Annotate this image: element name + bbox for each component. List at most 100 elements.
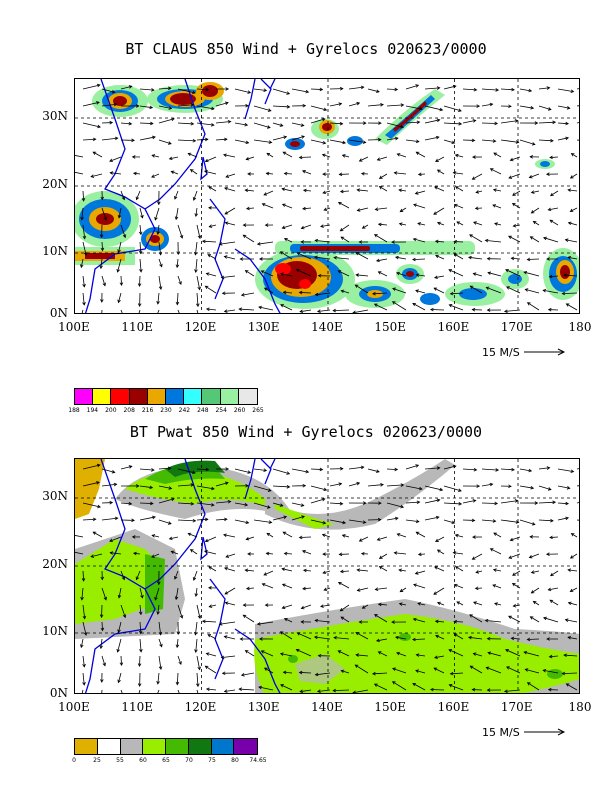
wind-vector bbox=[435, 240, 445, 243]
wind-vector-head bbox=[244, 188, 249, 193]
wind-vector bbox=[424, 467, 440, 470]
wind-vector-head bbox=[303, 568, 307, 573]
wind-vector-head bbox=[171, 497, 175, 502]
wind-vector bbox=[435, 620, 445, 623]
wind-vector-head bbox=[139, 268, 143, 273]
wind-vector-head bbox=[469, 285, 474, 289]
coastlines-2 bbox=[84, 459, 281, 693]
wind-vector-head bbox=[283, 551, 288, 556]
wind-vector bbox=[481, 103, 493, 107]
wind-vector-head bbox=[192, 138, 197, 143]
wind-vector-head bbox=[282, 531, 287, 535]
wind-vector bbox=[101, 103, 117, 107]
wind-vector bbox=[196, 105, 215, 110]
wind-vector-head bbox=[338, 482, 343, 486]
panel2-xtick-label: 110E bbox=[121, 700, 154, 714]
wind-vector-head bbox=[156, 300, 160, 305]
panel2-xtick-label: 100E bbox=[58, 700, 90, 714]
wind-vector-head bbox=[138, 231, 143, 236]
wind-vector-head bbox=[453, 633, 458, 637]
colorbar-swatch bbox=[234, 739, 257, 754]
wind-vector-head bbox=[471, 176, 476, 180]
wind-vector bbox=[282, 188, 293, 192]
wind-vector bbox=[372, 672, 388, 675]
wind-vector-head bbox=[352, 310, 356, 313]
wind-vector bbox=[177, 519, 196, 522]
wind-vector-head bbox=[245, 483, 249, 488]
wind-vector-head bbox=[337, 581, 342, 586]
wind-vector-head bbox=[258, 685, 262, 690]
wind-vector-head bbox=[547, 687, 552, 692]
wind-vector bbox=[548, 587, 559, 591]
wind-vector bbox=[243, 614, 255, 623]
wind-vector-head bbox=[493, 532, 497, 536]
wind-vector bbox=[246, 587, 255, 590]
wind-vector-head bbox=[563, 653, 567, 658]
wind-vector-head bbox=[524, 288, 529, 292]
wind-vector bbox=[472, 553, 483, 560]
wind-vector-head bbox=[244, 122, 249, 127]
wind-vector-head bbox=[224, 601, 229, 605]
wind-vector-head bbox=[473, 221, 477, 225]
wind-vector bbox=[405, 519, 419, 522]
wind-vector bbox=[367, 104, 384, 107]
wind-vector-head bbox=[567, 221, 572, 226]
wind-vector-head bbox=[380, 103, 384, 107]
wind-vector bbox=[424, 105, 443, 111]
wind-vector-head bbox=[113, 102, 118, 107]
wind-vector-head bbox=[418, 486, 423, 491]
wind-vector-head bbox=[210, 123, 215, 127]
wind-vector bbox=[405, 84, 419, 90]
colorbar-swatch bbox=[93, 389, 112, 404]
wind-vector-head bbox=[246, 586, 250, 591]
wind-vector bbox=[221, 275, 236, 279]
wind-vector bbox=[511, 257, 521, 260]
wind-vector bbox=[329, 502, 343, 505]
wind-vector bbox=[75, 171, 84, 175]
wind-vector bbox=[549, 599, 559, 606]
wind-vector-head bbox=[543, 236, 547, 241]
wind-vector bbox=[82, 655, 85, 667]
wind-vector-head bbox=[474, 586, 479, 591]
wind-vector-head bbox=[393, 551, 398, 555]
wind-vector bbox=[571, 153, 578, 158]
wind-vector bbox=[329, 483, 342, 487]
wind-vector-head bbox=[514, 119, 519, 123]
wind-vector-head bbox=[358, 158, 363, 162]
wind-vector bbox=[576, 468, 579, 470]
wind-vector bbox=[433, 287, 445, 294]
wind-vector bbox=[519, 88, 532, 92]
wind-vector-head bbox=[374, 207, 379, 211]
wind-vector bbox=[375, 587, 388, 590]
wind-vector-head bbox=[417, 222, 421, 226]
wind-vector-head bbox=[168, 106, 173, 110]
wind-vector bbox=[258, 306, 274, 311]
wind-vector-head bbox=[83, 632, 88, 636]
wind-vector-head bbox=[534, 501, 539, 505]
wind-vector-head bbox=[456, 601, 461, 605]
wind-vector-head bbox=[377, 602, 382, 607]
wind-vector bbox=[284, 618, 293, 623]
wind-vector bbox=[117, 258, 122, 273]
wind-vector bbox=[82, 292, 85, 306]
wind-vector-head bbox=[263, 192, 268, 196]
wind-vector-head bbox=[321, 533, 326, 537]
wind-vector-head bbox=[570, 533, 575, 537]
wind-vector-head bbox=[569, 208, 574, 212]
wind-vector-head bbox=[300, 605, 305, 610]
wind-vector-head bbox=[178, 661, 182, 666]
wind-vector bbox=[266, 552, 274, 555]
wind-vector-head bbox=[547, 207, 552, 212]
wind-vector bbox=[157, 604, 160, 615]
panel2-ytick-label: 10N bbox=[42, 624, 68, 638]
wind-vector-head bbox=[528, 88, 533, 93]
wind-vector bbox=[412, 638, 426, 641]
wind-vector bbox=[494, 603, 502, 606]
wind-vector-head bbox=[433, 591, 437, 595]
wind-vector-head bbox=[131, 138, 135, 143]
panel2-colorbar-labels: 0 25 55 60 65 70 75 80 74.65 bbox=[72, 757, 267, 767]
wind-vector bbox=[219, 621, 236, 625]
wind-vector bbox=[234, 122, 248, 126]
wind-vector-head bbox=[167, 141, 172, 145]
wind-vector bbox=[195, 587, 198, 597]
